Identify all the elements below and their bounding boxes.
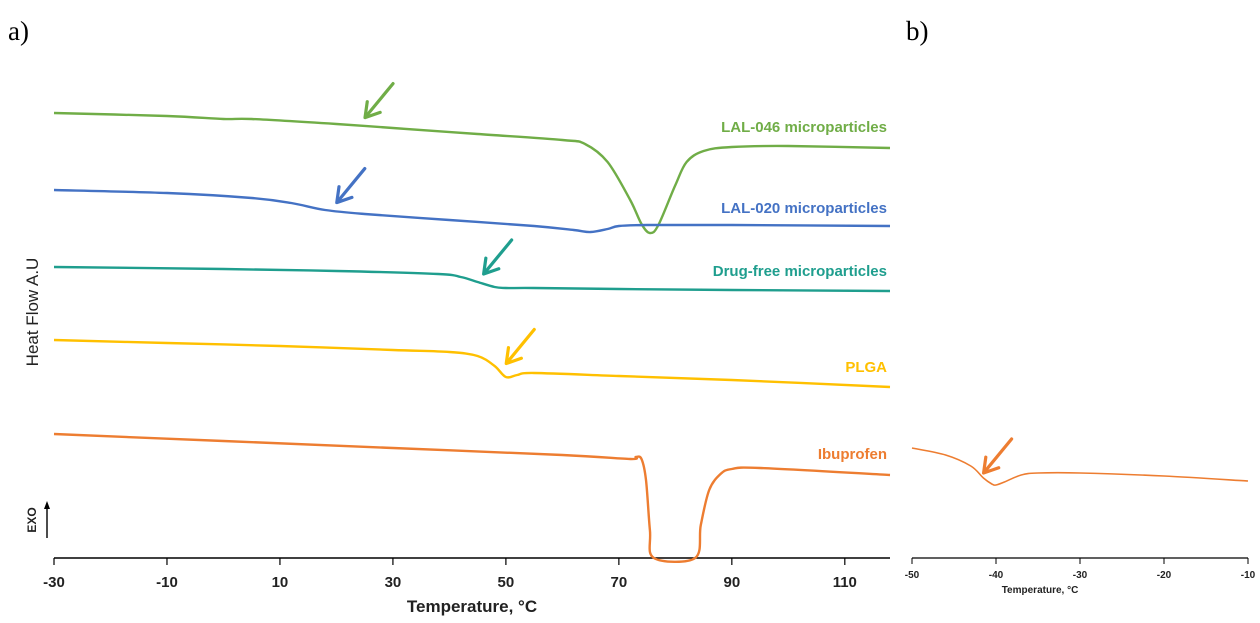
x-tick-label: -10: [156, 574, 178, 591]
series-label-lal-046-microparticles: LAL-046 microparticles: [721, 119, 887, 136]
series-line-lal-046-microparticles: [53, 111, 891, 235]
x-tick-label: 90: [723, 574, 740, 591]
series-line-ibuprofen: [53, 432, 891, 564]
series-line-drug-free-microparticles: [53, 265, 891, 293]
arrow-plga-shaft: [506, 327, 536, 363]
x-tick-label: -30: [43, 574, 65, 591]
arrow-ibuprofen-b-head: [981, 455, 1001, 475]
x-tick-label: 70: [611, 574, 628, 591]
arrow-lal-020-microparticles-head: [335, 185, 354, 205]
x-tick-label: 30: [385, 574, 402, 591]
panel-a-x-title: Temperature, °C: [407, 597, 537, 616]
arrow-lal-046-microparticles-head: [363, 100, 382, 120]
series-label-ibuprofen: Ibuprofen: [818, 446, 887, 463]
series-line-lal-020-microparticles: [53, 188, 891, 234]
panel-a-arrows: [335, 81, 536, 366]
x-tick-label: 10: [272, 574, 289, 591]
x-tick-label: 110: [833, 574, 857, 591]
panel-b-arrows: [981, 437, 1014, 475]
arrow-lal-020-microparticles-shaft: [337, 166, 367, 202]
x-tick-label: -50: [905, 570, 920, 581]
x-tick-label: -30: [1073, 570, 1088, 581]
x-tick-label: -10: [1241, 570, 1256, 581]
panel-a-y-title: Heat Flow A.U: [23, 258, 42, 367]
x-tick-label: 50: [498, 574, 515, 591]
panel-a-x-ticks: -30 -10 10 30 50 70 90 110: [43, 558, 857, 591]
panel-b-series: [911, 447, 1249, 486]
panel-b-plot: -50 -40 -30 -20 -10 Temperature, °C: [905, 437, 1256, 596]
series-line-plga: [53, 338, 891, 389]
panel-a-series-labels: LAL-046 microparticles LAL-020 microparti…: [713, 119, 887, 463]
x-tick-label: -40: [989, 570, 1004, 581]
panel-label-a: a): [8, 16, 29, 46]
exo-arrowhead: [44, 501, 50, 509]
arrow-plga-head: [504, 346, 523, 366]
arrow-drug-free-microparticles-shaft: [483, 238, 514, 274]
series-label-lal-020-microparticles: LAL-020 microparticles: [721, 200, 887, 217]
series-label-plga: PLGA: [845, 359, 887, 376]
series-label-drug-free-microparticles: Drug-free microparticles: [713, 263, 887, 280]
series-line-ibuprofen-b: [911, 447, 1249, 486]
exo-label: EXO: [25, 507, 39, 532]
panel-a-plot: -30 -10 10 30 50 70 90 110 LAL-046 microparticl…: [23, 81, 891, 616]
arrow-lal-046-microparticles-shaft: [365, 81, 395, 117]
panel-b-x-ticks: -50 -40 -30 -20 -10: [905, 558, 1256, 581]
panel-b-x-title: Temperature, °C: [1002, 585, 1079, 596]
arrow-drug-free-microparticles-head: [482, 256, 501, 276]
x-tick-label: -20: [1157, 570, 1172, 581]
panel-a-series: [53, 111, 891, 564]
panel-label-b: b): [906, 16, 929, 46]
arrow-ibuprofen-b-shaft: [983, 437, 1014, 473]
